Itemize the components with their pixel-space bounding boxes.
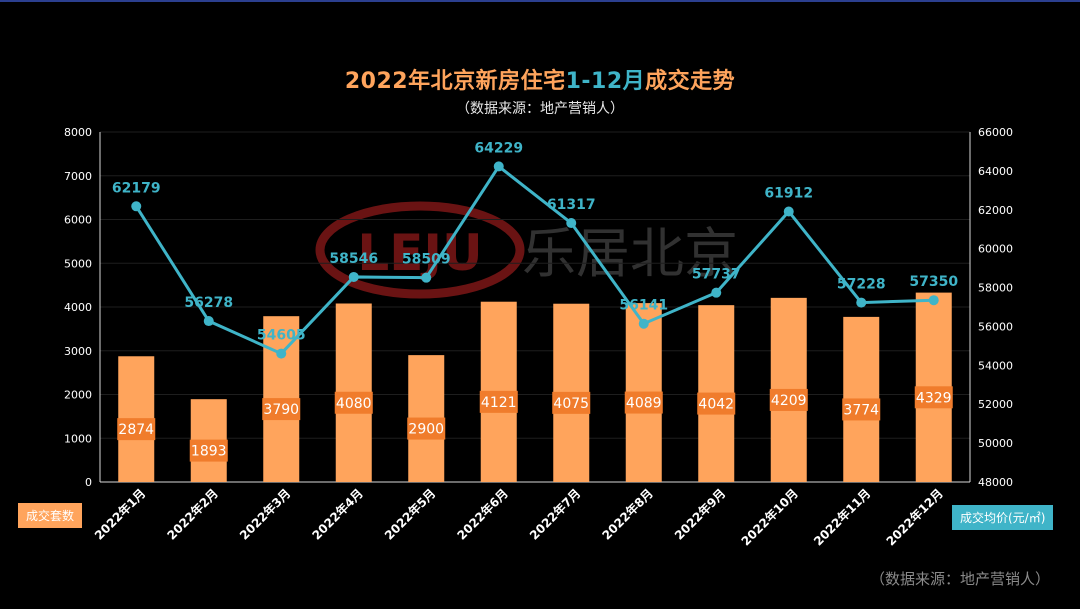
- bar-label-bg: [334, 391, 373, 414]
- bar-value-label: 4089: [626, 396, 662, 412]
- price-value-label: 58546: [329, 251, 378, 267]
- price-value-label: 57350: [909, 274, 958, 290]
- x-tick-label: 2022年4月: [309, 486, 366, 543]
- bar-value-label: 4075: [553, 396, 589, 412]
- title-part-2: 1-12月: [565, 69, 646, 94]
- y-left-tick-label: 4000: [64, 301, 92, 314]
- price-value-label: 58509: [402, 252, 451, 268]
- price-point: [928, 295, 939, 306]
- price-point: [421, 272, 432, 283]
- bar-value-label: 3790: [263, 402, 299, 418]
- bar-label-bg: [552, 391, 591, 414]
- bar-label-bg: [624, 391, 663, 414]
- bar-value-label: 2900: [408, 422, 444, 438]
- x-tick-label: 2022年7月: [526, 486, 583, 543]
- price-value-label: 62179: [112, 180, 161, 196]
- y-left-tick-label: 3000: [64, 345, 92, 358]
- price-point: [783, 206, 794, 217]
- price-point: [203, 316, 214, 327]
- y-right-tick-label: 54000: [978, 359, 1013, 372]
- y-right-tick-label: 58000: [978, 282, 1013, 295]
- price-value-label: 56278: [184, 295, 233, 311]
- x-tick-label: 2022年3月: [236, 486, 293, 543]
- y-left-tick-label: 6000: [64, 214, 92, 227]
- left-axis-legend: 成交套数: [18, 503, 83, 528]
- y-left-tick-label: 8000: [64, 126, 92, 139]
- y-left-tick-label: 2000: [64, 389, 92, 402]
- price-value-label: 61317: [547, 197, 596, 213]
- leju-watermark: LEJU 乐居北京: [315, 201, 738, 299]
- bar-value-label: 4209: [771, 393, 807, 409]
- bar-value-label: 2874: [118, 422, 154, 438]
- y-right-tick-label: 50000: [978, 437, 1013, 450]
- price-value-label: 64229: [474, 140, 523, 156]
- bar-label-bg: [697, 392, 736, 415]
- chart-subtitle: （数据来源：地产营销人）: [456, 101, 624, 117]
- price-point: [276, 348, 287, 359]
- price-value-label: 56141: [619, 298, 668, 314]
- right-axis-legend: 成交均价(元/㎡): [952, 505, 1054, 530]
- bar-value-label: 4121: [481, 395, 517, 411]
- bar-label-bg: [914, 386, 953, 409]
- y-right-tick-label: 48000: [978, 476, 1013, 489]
- x-tick-label: 2022年2月: [164, 486, 221, 543]
- y-left-tick-label: 1000: [64, 432, 92, 445]
- footer-source: （数据来源：地产营销人）: [869, 570, 1050, 588]
- x-tick-label: 2022年6月: [454, 486, 511, 543]
- y-right-tick-label: 62000: [978, 204, 1013, 217]
- price-point: [493, 161, 504, 172]
- y-right-tick-label: 60000: [978, 243, 1013, 256]
- price-point: [711, 287, 722, 298]
- y-right-tick-label: 66000: [978, 126, 1013, 139]
- y-right-tick-label: 64000: [978, 165, 1013, 178]
- price-point: [638, 318, 649, 329]
- x-tick-label: 2022年12月: [883, 486, 946, 549]
- chart-title: 2022年北京新房住宅1-12月成交走势: [0, 63, 1080, 95]
- watermark-logo-text: LEJU: [357, 224, 482, 282]
- x-tick-label: 2022年10月: [738, 486, 801, 549]
- bar-value-label: 4080: [336, 396, 372, 412]
- x-tick-label: 2022年11月: [810, 486, 873, 549]
- bar-value-label: 4329: [916, 390, 952, 406]
- bar-label-bg: [117, 418, 156, 441]
- price-point: [566, 218, 577, 229]
- title-part-3: 成交走势: [645, 69, 736, 94]
- bar-label-bg: [769, 388, 808, 411]
- y-left-tick-label: 5000: [64, 257, 92, 270]
- bar-value-label: 4042: [698, 397, 734, 413]
- y-right-tick-label: 56000: [978, 320, 1013, 333]
- x-tick-label: 2022年8月: [599, 486, 656, 543]
- y-left-tick-label: 7000: [64, 170, 92, 183]
- x-tick-label: 2022年1月: [91, 486, 148, 543]
- watermark-brand-text: 乐居北京: [522, 222, 738, 285]
- bar-label-bg: [842, 398, 881, 421]
- price-point: [131, 201, 142, 212]
- bar-value-label: 1893: [191, 444, 227, 460]
- bar-label-bg: [479, 390, 518, 413]
- title-part-1: 2022年北京新房住宅: [344, 69, 566, 94]
- price-value-label: 57228: [837, 277, 886, 293]
- bar-label-bg: [262, 398, 301, 421]
- bar-label-bg: [189, 439, 228, 462]
- price-value-label: 57737: [692, 267, 741, 283]
- price-point: [348, 271, 359, 282]
- y-right-tick-label: 52000: [978, 398, 1013, 411]
- y-left-tick-label: 0: [85, 476, 92, 489]
- bar-label-bg: [407, 417, 446, 440]
- top-accent-line: [0, 0, 1080, 2]
- price-line: [134, 164, 934, 356]
- bar-value-label: 3774: [843, 402, 879, 418]
- price-value-label: 54605: [257, 328, 306, 344]
- price-value-label: 61912: [764, 185, 813, 201]
- price-point: [856, 297, 867, 308]
- x-tick-label: 2022年5月: [381, 486, 438, 543]
- x-tick-label: 2022年9月: [671, 486, 728, 543]
